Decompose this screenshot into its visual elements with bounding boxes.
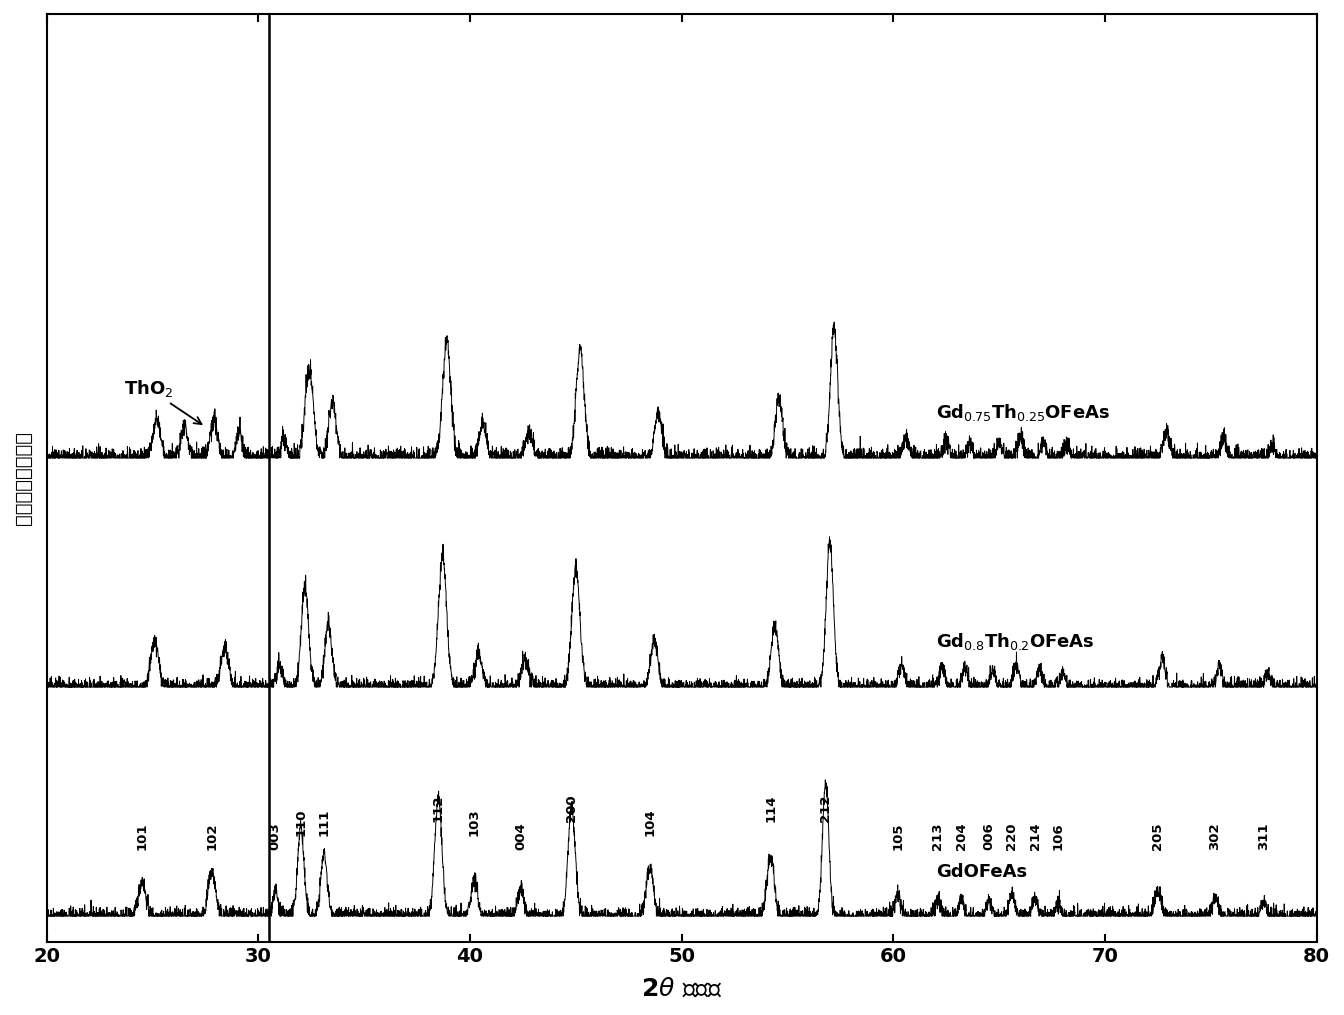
Text: 302: 302 [1208,822,1222,851]
Text: 006: 006 [982,822,995,851]
Text: 220: 220 [1005,823,1019,851]
Text: 102: 102 [206,823,218,851]
Text: 114: 114 [765,795,777,822]
Text: 004: 004 [515,822,527,851]
Text: 112: 112 [431,795,445,822]
Text: Gd$_{0.8}$Th$_{0.2}$OFeAs: Gd$_{0.8}$Th$_{0.2}$OFeAs [935,631,1094,653]
Text: 214: 214 [1028,823,1042,851]
Text: 205: 205 [1152,823,1164,851]
X-axis label: 2$\theta$ （度）: 2$\theta$ （度） [641,977,723,1001]
Text: 204: 204 [954,822,968,851]
Text: 200: 200 [564,795,578,822]
Y-axis label: 强度（任意单位）: 强度（任意单位） [13,431,32,525]
Text: 103: 103 [468,809,481,836]
Text: 101: 101 [136,823,149,851]
Text: Gd$_{0.75}$Th$_{0.25}$OFeAs: Gd$_{0.75}$Th$_{0.25}$OFeAs [935,402,1110,423]
Text: 311: 311 [1257,823,1270,851]
Text: ThO$_2$: ThO$_2$ [124,378,202,424]
Text: 104: 104 [644,809,656,836]
Text: 111: 111 [317,809,331,836]
Text: 003: 003 [269,822,282,851]
Text: 213: 213 [931,823,945,851]
Text: GdOFeAs: GdOFeAs [935,864,1027,881]
Text: 212: 212 [818,795,832,822]
Text: 106: 106 [1052,822,1064,851]
Text: 105: 105 [891,823,905,851]
Text: 110: 110 [294,809,308,836]
